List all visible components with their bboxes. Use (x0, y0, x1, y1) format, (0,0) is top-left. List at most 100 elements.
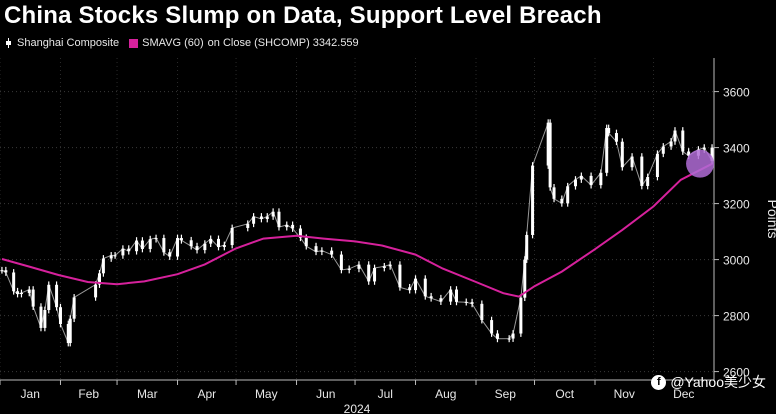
y-tick-label: 2600 (723, 366, 750, 380)
price-body (605, 128, 609, 173)
legend-item-smavg: SMAVG (60) on Close (SHCOMP) 3342.559 (129, 37, 359, 49)
price-body (179, 238, 183, 241)
price-body (687, 151, 691, 156)
legend-label-shanghai-composite: Shanghai Composite (17, 37, 120, 49)
price-body (97, 273, 101, 285)
watermark-text: @Yahoo美少女 (670, 374, 766, 390)
price-body (495, 333, 499, 339)
price-body (480, 303, 484, 321)
price-body (398, 264, 402, 288)
price-body (607, 128, 611, 134)
price-body (579, 175, 583, 180)
price-body (291, 224, 295, 229)
price-body (101, 258, 105, 274)
price-body (449, 289, 453, 302)
price-body (599, 172, 603, 186)
price-body (560, 198, 564, 204)
price-body (19, 292, 23, 295)
price-body (655, 153, 659, 177)
price-body (630, 156, 634, 168)
price-body (661, 146, 665, 154)
price-body (357, 264, 361, 269)
price-body (252, 216, 256, 224)
price-body (47, 284, 51, 310)
price-body (121, 248, 125, 256)
price-body (548, 122, 552, 188)
x-tick-label: Apr (197, 387, 216, 401)
ohlc-icon (4, 38, 13, 48)
legend-label-smavg: SMAVG (60) (142, 37, 204, 49)
price-body (552, 187, 556, 199)
price-body (339, 254, 343, 270)
price-body (304, 237, 308, 247)
x-tick-label: Sep (495, 387, 517, 401)
x-tick-label: Mar (137, 387, 158, 401)
price-body (423, 278, 427, 297)
price-body (285, 224, 289, 228)
price-body (39, 306, 43, 328)
x-tick-label: Oct (555, 387, 574, 401)
price-body (203, 243, 207, 251)
price-body (176, 238, 180, 257)
price-body (127, 248, 131, 252)
last-value-marker (686, 149, 715, 178)
y-tick-label: 3000 (723, 254, 750, 268)
price-body (589, 175, 593, 186)
price-body (373, 268, 377, 282)
price-body (614, 133, 618, 142)
price-body (209, 238, 213, 244)
price-body (168, 252, 172, 257)
price-body (573, 179, 577, 187)
price-body (216, 238, 220, 247)
price-body (109, 255, 113, 259)
smavg-line (1, 162, 713, 298)
x-axis-label: 2024 (344, 402, 371, 414)
price-body (382, 266, 386, 268)
price-body (277, 211, 281, 228)
price-body (31, 289, 35, 307)
price-body (68, 318, 72, 344)
price-body (230, 227, 234, 246)
price-body (681, 130, 685, 152)
x-tick-label: May (255, 387, 278, 401)
price-body (55, 284, 59, 308)
price-body (222, 245, 226, 247)
price-series (0, 119, 714, 347)
x-tick-label: Aug (435, 387, 456, 401)
price-body (710, 147, 714, 162)
price-line (1, 122, 713, 344)
price-body (490, 320, 494, 334)
x-tick-label: Nov (614, 387, 635, 401)
price-body (523, 259, 527, 298)
price-body (135, 240, 139, 252)
price-body (546, 122, 550, 166)
smavg-swatch (129, 38, 139, 48)
price-body (439, 298, 443, 302)
grid (0, 58, 714, 380)
price-body (408, 287, 412, 291)
price-body (16, 291, 20, 295)
price-body (298, 228, 302, 238)
x-tick-label: Jul (378, 387, 393, 401)
x-tick-label: Jun (316, 387, 335, 401)
price-body (148, 239, 152, 249)
legend: Shanghai Composite SMAVG (60) on Close (… (4, 37, 369, 49)
price-body (525, 234, 529, 260)
price-body (429, 296, 433, 299)
price-body (347, 268, 351, 270)
price-body (640, 156, 644, 186)
price-body (646, 177, 650, 186)
watermark: f @Yahoo美少女 (651, 372, 766, 392)
price-body (265, 216, 269, 219)
price-body (189, 240, 193, 247)
x-axis: Jan Feb Mar Apr May Jun Jul Aug Sep Oct Nov Dec 2024 (0, 379, 714, 414)
price-body (43, 310, 47, 328)
y-tick-label: 3200 (723, 198, 750, 212)
price-body (470, 302, 474, 304)
price-body (66, 324, 70, 344)
price-body (58, 307, 62, 324)
price-body (12, 272, 16, 292)
price-body (367, 264, 371, 282)
price-body (72, 297, 76, 319)
legend-label-smavg-detail: on Close (SHCOMP) 3342.559 (207, 37, 359, 49)
